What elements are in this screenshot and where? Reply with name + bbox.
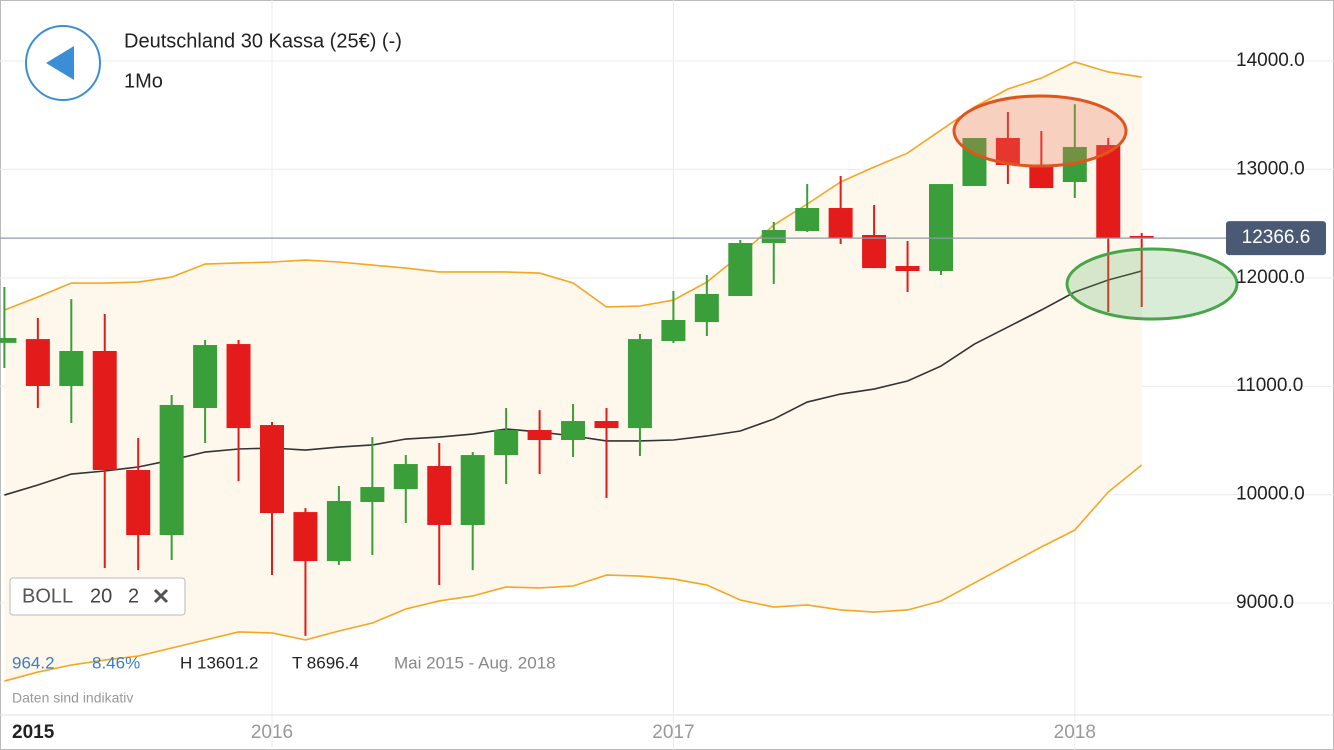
candle-body: [862, 235, 887, 269]
candle-body: [1096, 145, 1121, 239]
candle-body: [594, 421, 619, 429]
candle-body: [193, 345, 218, 409]
back-icon: [46, 46, 74, 80]
candle-body: [494, 430, 519, 456]
range: Mai 2015 - Aug. 2018: [394, 653, 556, 672]
indicator-deviations: 2: [128, 585, 139, 607]
candle-body: [1129, 235, 1154, 239]
candle-body: [761, 230, 786, 244]
candle-body: [293, 512, 318, 562]
candle-body: [795, 208, 820, 231]
candle-body: [828, 208, 853, 239]
remove-icon[interactable]: [153, 588, 169, 604]
candle-body: [25, 339, 50, 387]
y-tick-label: 11000.0: [1236, 375, 1303, 396]
indicator-chip[interactable]: [9, 577, 186, 616]
note: Daten sind indikativ: [12, 690, 133, 706]
y-tick-label: 9000.0: [1236, 592, 1294, 613]
x-tick-label: 2018: [1054, 722, 1096, 743]
candle-body: [393, 464, 418, 490]
candle-body: [995, 137, 1020, 165]
candle-body: [92, 350, 117, 471]
candle-body: [460, 455, 485, 525]
candle-body: [0, 337, 17, 343]
candle-body: [694, 293, 719, 323]
candle-body: [895, 266, 920, 271]
interval: 1Mo: [124, 70, 163, 92]
candle-body: [962, 137, 987, 187]
band-fill: [4, 62, 1142, 682]
candle-body: [728, 243, 753, 297]
highlight-ellipse: [952, 94, 1128, 168]
candle-body: [427, 466, 452, 525]
high: H 13601.2: [180, 653, 258, 672]
price-tag: [1226, 221, 1326, 256]
y-tick-label: 12000.0: [1236, 267, 1305, 288]
candle-body: [661, 319, 686, 342]
x-tick-label: 2015: [12, 722, 55, 743]
change-percent: 8.46%: [92, 653, 140, 672]
candle-body: [226, 344, 251, 429]
y-tick-label: 13000.0: [1236, 158, 1305, 179]
x-tick-label: 2017: [652, 722, 694, 743]
candle-body: [929, 184, 953, 271]
candle-body: [326, 501, 351, 562]
candle-body: [360, 487, 385, 502]
candle-body: [126, 470, 151, 536]
candle-body: [527, 430, 552, 440]
title: Deutschland 30 Kassa (25€) (-): [124, 30, 402, 52]
candle-body: [627, 339, 652, 429]
y-tick-label: 10000.0: [1236, 484, 1305, 505]
y-tick-label: 14000.0: [1236, 50, 1305, 71]
candle-body: [59, 350, 84, 387]
candle-body: [1029, 164, 1054, 189]
highlight-ellipse: [1065, 247, 1239, 321]
candle-body: [159, 404, 184, 536]
change: 964.2: [12, 653, 55, 672]
candle-body: [260, 425, 284, 514]
candle-body: [561, 421, 586, 440]
band-line: [4, 61, 1142, 311]
band-line: [4, 464, 1143, 682]
indicator-period: 20: [90, 585, 112, 607]
indicator-name: BOLL: [22, 585, 73, 607]
low: T 8696.4: [292, 653, 359, 672]
price-label: 12366.6: [1242, 227, 1311, 248]
x-tick-label: 2016: [251, 722, 293, 743]
